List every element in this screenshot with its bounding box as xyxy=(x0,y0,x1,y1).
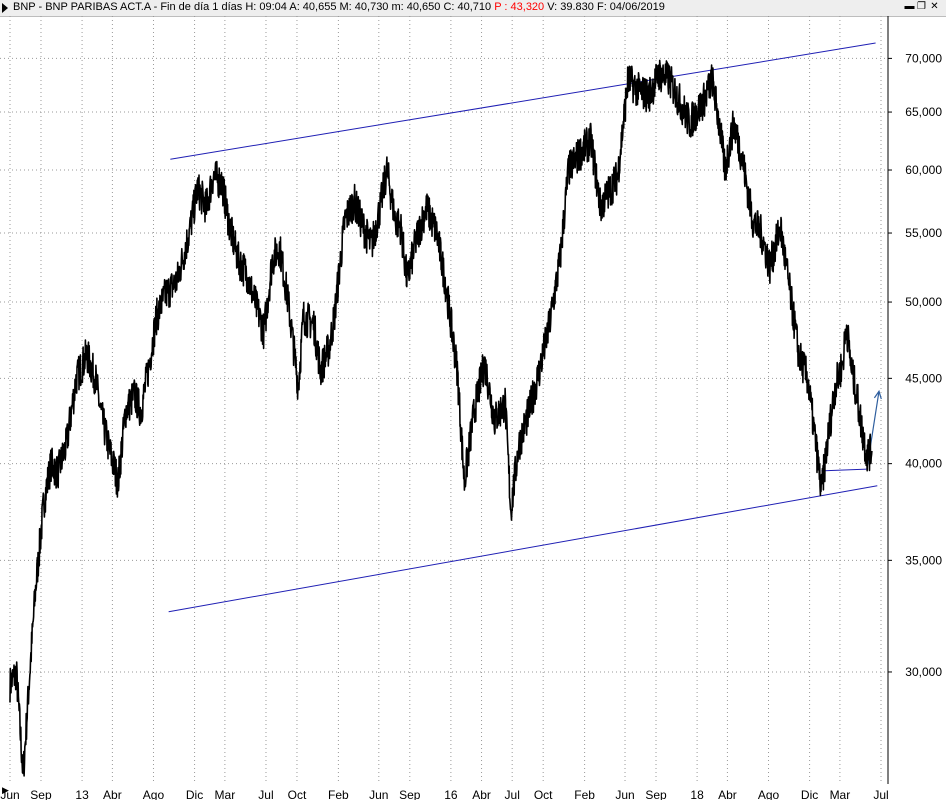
chart-title-bar: BNP - BNP PARIBAS ACT.A - Fin de día 1 d… xyxy=(0,0,946,17)
title-main: BNP - BNP PARIBAS ACT.A - Fin de día 1 d… xyxy=(13,1,495,13)
x-tick-label: Jun xyxy=(0,788,19,800)
trend-channel xyxy=(168,42,882,613)
x-tick-label: Ago xyxy=(143,788,165,800)
x-tick-label: Dic xyxy=(186,788,203,800)
price-series xyxy=(9,59,873,777)
x-tick-label: Jun xyxy=(615,788,634,800)
x-tick-label: Sep xyxy=(399,788,421,800)
trend-line[interactable] xyxy=(821,468,867,472)
x-tick-label: 18 xyxy=(690,788,704,800)
y-tick-label: 30,000 xyxy=(905,665,942,679)
x-tick-label: 13 xyxy=(75,788,89,800)
x-tick-label: Ago xyxy=(758,788,780,800)
y-tick-label: 35,000 xyxy=(905,553,942,567)
y-tick-label: 40,000 xyxy=(905,457,942,471)
y-tick-label: 55,000 xyxy=(905,226,942,240)
x-tick-label: Dic xyxy=(801,788,818,800)
minimize-icon[interactable]: ▬ xyxy=(904,1,915,12)
x-tick-label: Jul xyxy=(258,788,273,800)
close-icon[interactable]: ✕ xyxy=(930,1,939,12)
y-tick-label: 60,000 xyxy=(905,163,942,177)
x-tick-label: Feb xyxy=(574,788,595,800)
y-tick-label: 50,000 xyxy=(905,295,942,309)
y-axis-ticks: 70,000 65,000 60,000 55,000 50,000 45,000 40,0… xyxy=(887,16,942,784)
x-tick-label: Mar xyxy=(215,788,236,800)
y-tick-label: 45,000 xyxy=(905,371,942,385)
x-tick-label: Sep xyxy=(645,788,667,800)
x-tick-label: Jun xyxy=(369,788,388,800)
x-tick-label: Oct xyxy=(534,788,553,800)
trend-line[interactable] xyxy=(170,42,876,160)
title-p-value: P : 43,320 xyxy=(494,1,545,13)
x-tick-label: Sep xyxy=(30,788,52,800)
x-tick-label: Abr xyxy=(103,788,122,800)
x-tick-label: Jul xyxy=(873,788,888,800)
x-tick-label: Jul xyxy=(505,788,520,800)
price-line xyxy=(9,59,873,777)
restore-icon[interactable]: ❐ xyxy=(917,1,926,12)
grid-lines xyxy=(0,16,888,784)
x-tick-label: Abr xyxy=(472,788,491,800)
chart-menu-icon[interactable] xyxy=(2,3,8,13)
y-tick-label: 70,000 xyxy=(905,51,942,65)
scroll-left-icon[interactable]: ▶ xyxy=(2,785,9,795)
price-chart[interactable]: 70,000 65,000 60,000 55,000 50,000 45,000 40,0… xyxy=(0,16,946,800)
trend-line[interactable] xyxy=(168,485,878,613)
x-tick-label: Abr xyxy=(718,788,737,800)
projection-arrow-head xyxy=(873,389,882,400)
chart-title: BNP - BNP PARIBAS ACT.A - Fin de día 1 d… xyxy=(13,1,665,13)
title-volume-date: V: 39.830 F: 04/06/2019 xyxy=(544,1,665,13)
y-tick-label: 65,000 xyxy=(905,105,942,119)
x-tick-label: Feb xyxy=(328,788,349,800)
x-tick-label: Mar xyxy=(830,788,851,800)
x-tick-label: Oct xyxy=(288,788,307,800)
x-tick-label: 16 xyxy=(444,788,458,800)
x-axis-ticks: Jun Sep 13 Abr Ago Dic Mar Jul Oct Feb Jun Sep 16 Abr… xyxy=(0,788,888,800)
